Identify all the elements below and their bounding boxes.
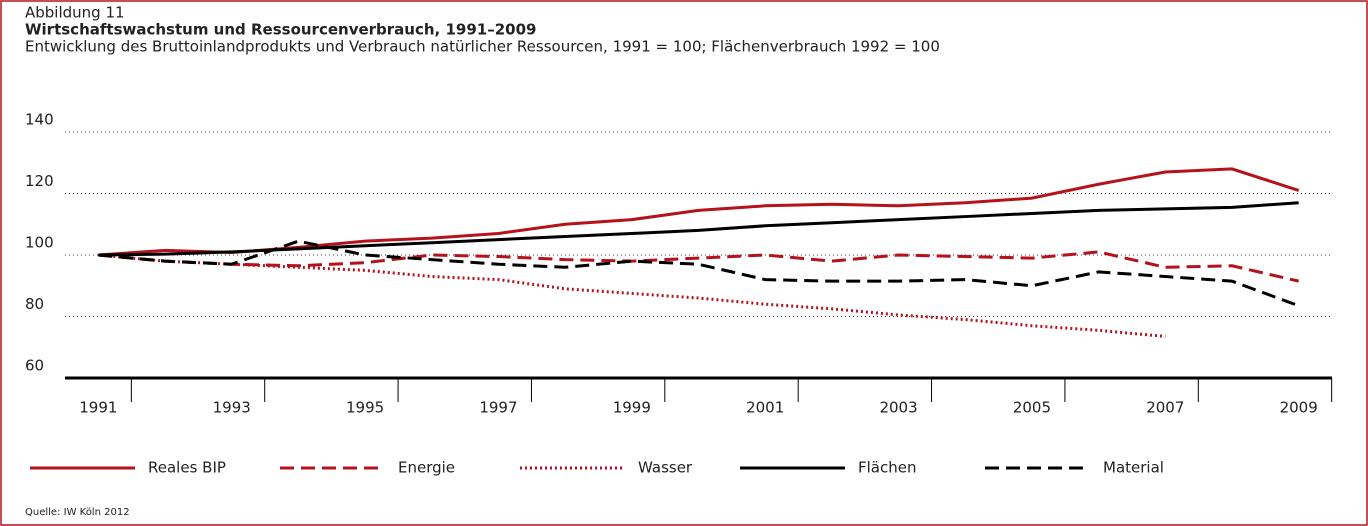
series-line (98, 239, 1300, 308)
legend-label: Flächen (858, 459, 916, 477)
series-line (98, 250, 1299, 283)
x-tick-label: 2005 (1013, 399, 1051, 417)
legend-label: Energie (398, 459, 455, 477)
y-tick-label: 140 (25, 111, 54, 129)
x-tick-label: 1993 (213, 399, 251, 417)
x-tick-label: 1995 (346, 399, 384, 417)
figure-label: Abbildung 11 (25, 4, 125, 22)
series-line (98, 201, 1299, 257)
series-line (98, 167, 1300, 257)
y-tick-label: 120 (25, 172, 54, 190)
x-tick-label: 2007 (1146, 399, 1184, 417)
legend-label: Material (1103, 459, 1164, 477)
y-tick-label: 80 (25, 295, 44, 313)
x-tick-label: 2001 (746, 399, 784, 417)
chart-title: Wirtschaftswachstum und Ressourcenverbra… (25, 21, 536, 39)
source: Quelle: IW Köln 2012 (25, 507, 130, 518)
series-line (98, 253, 1166, 338)
x-tick-label: 2003 (879, 399, 917, 417)
y-tick-label: 100 (25, 234, 54, 252)
x-tick-label: 1991 (79, 399, 117, 417)
x-tick-label: 1999 (613, 399, 651, 417)
x-tick-label: 1997 (479, 399, 517, 417)
y-tick-label: 60 (25, 357, 44, 375)
legend-label: Wasser (638, 459, 693, 477)
chart-subtitle: Entwicklung des Bruttoinlandprodukts und… (25, 38, 940, 56)
x-tick-label: 2009 (1280, 399, 1318, 417)
legend-label: Reales BIP (148, 459, 226, 477)
